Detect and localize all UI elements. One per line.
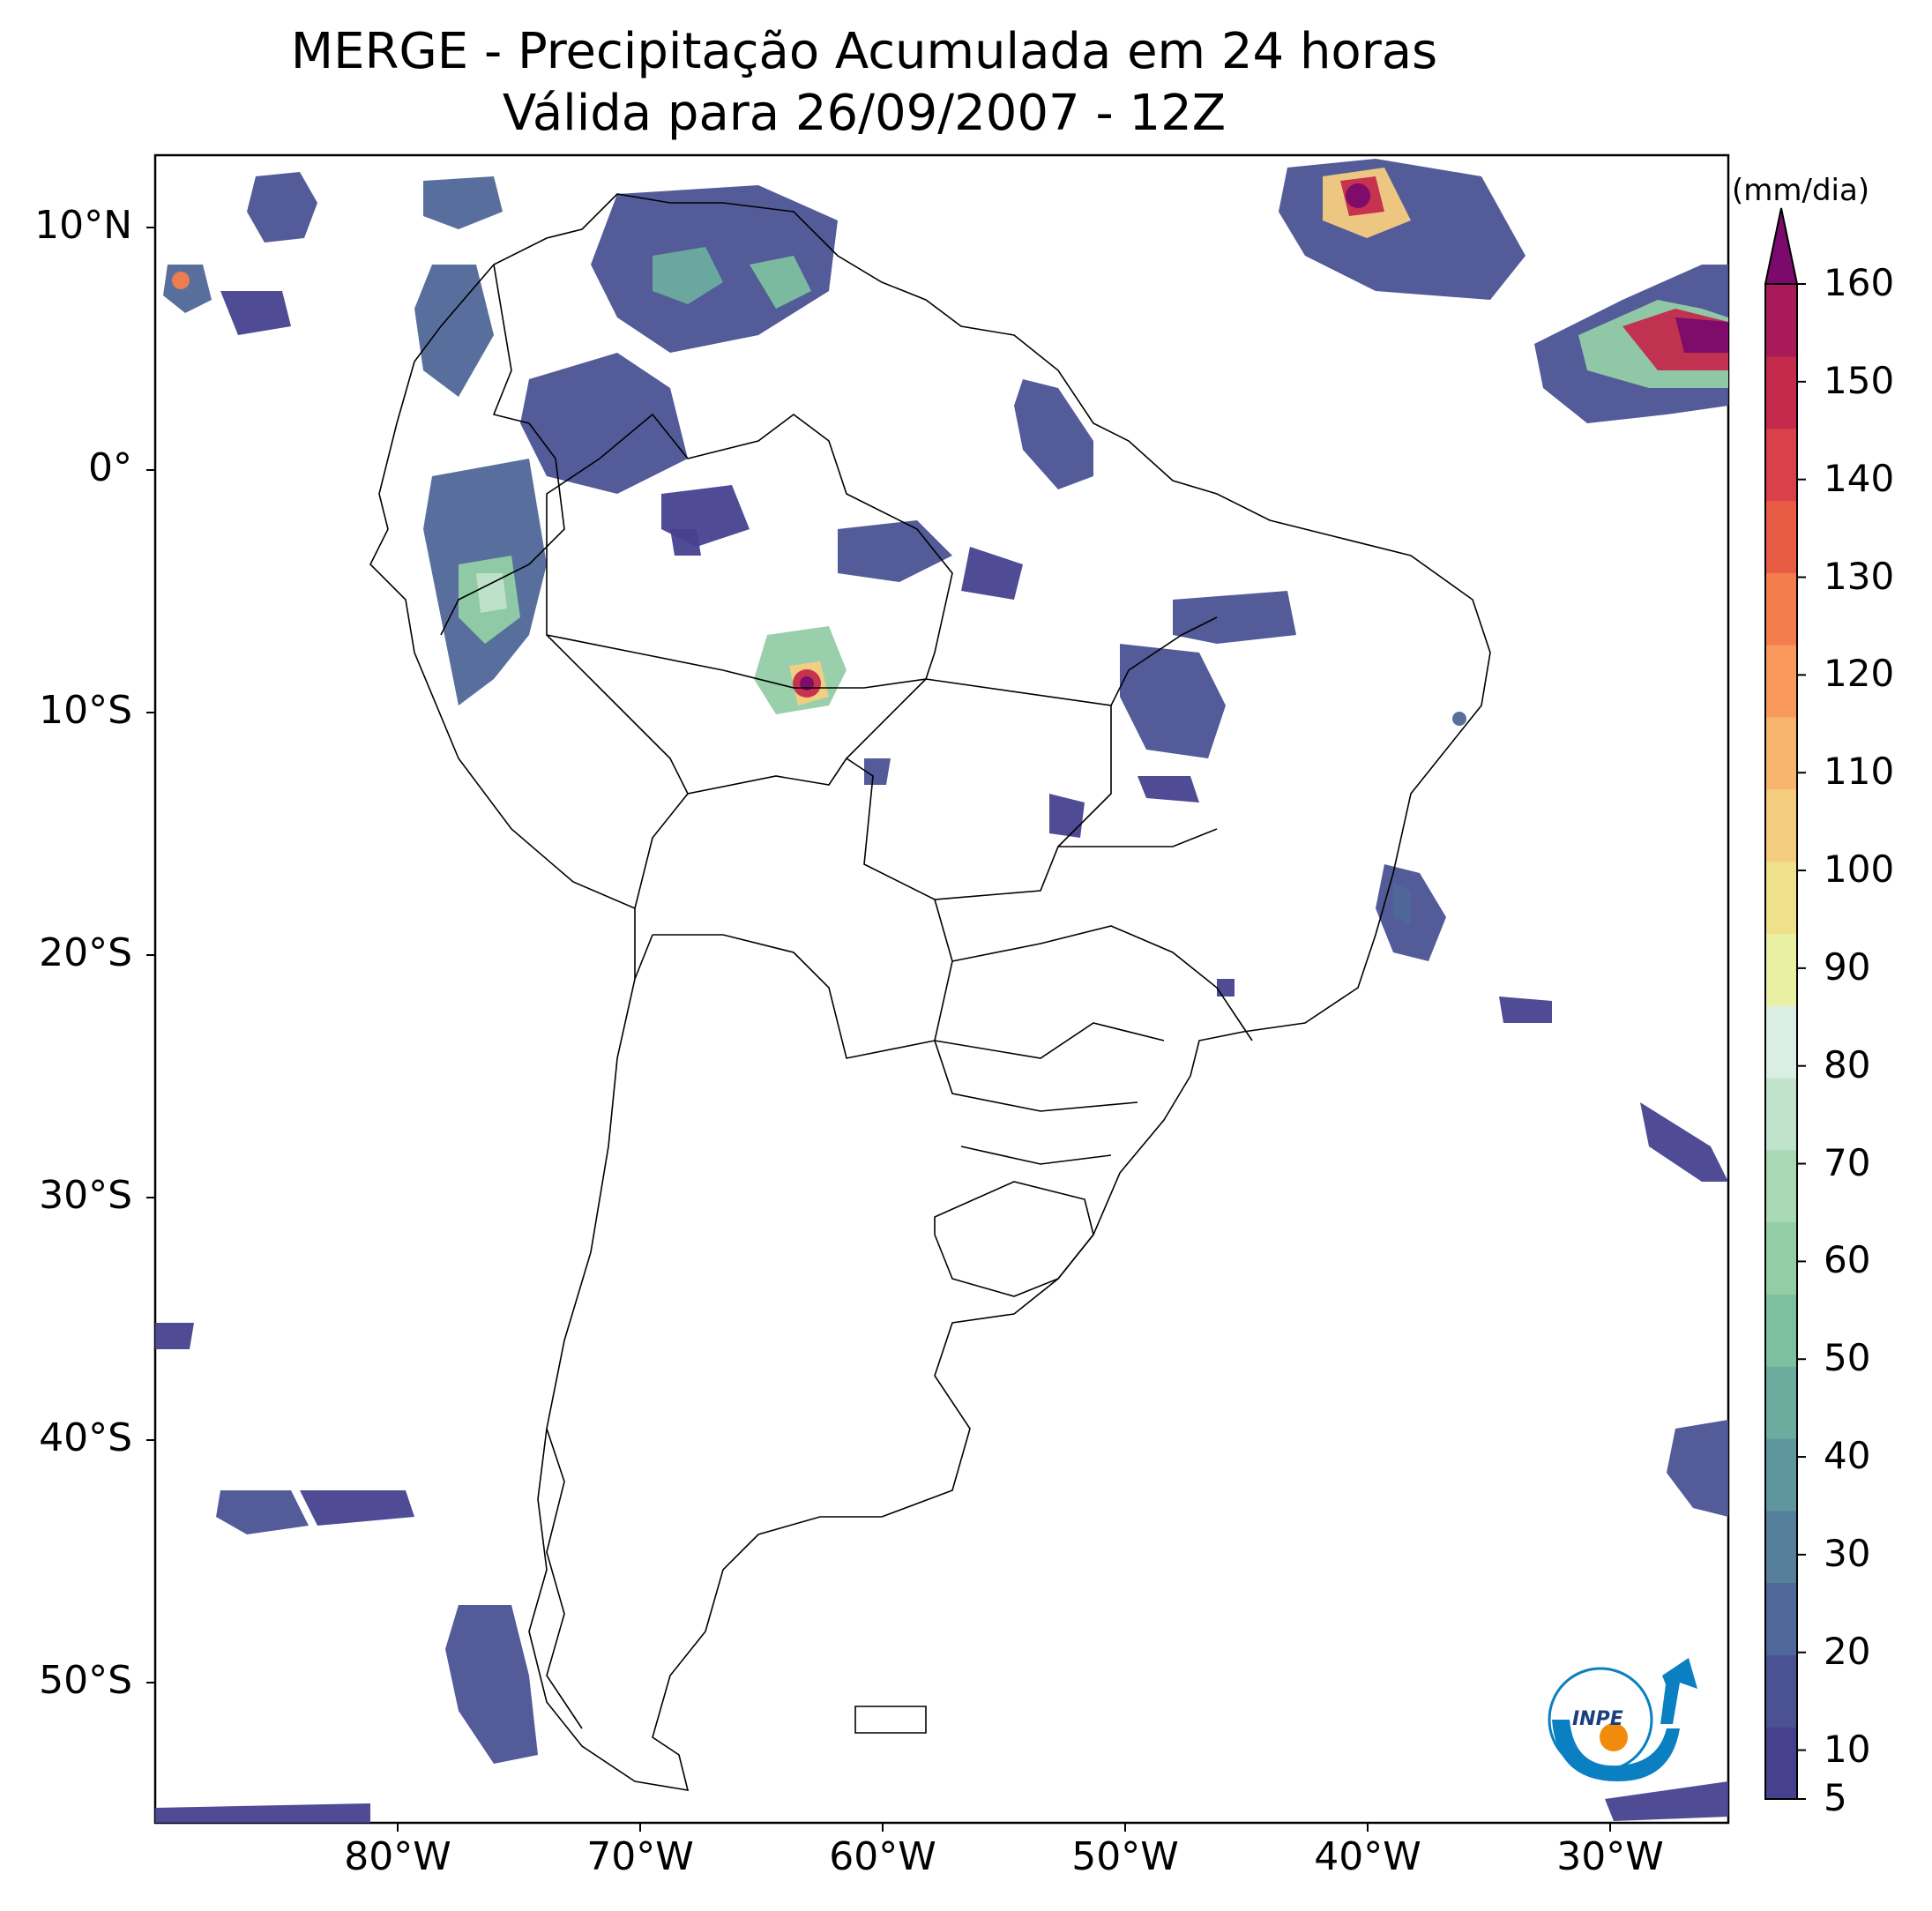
colorbar-unit: (mm/dia): [1732, 173, 1870, 208]
colorbar-segment: [1765, 1149, 1797, 1223]
colorbar-segment: [1765, 428, 1797, 502]
colorbar-segment: [1765, 1366, 1797, 1439]
lat-tick-50s: 50°S: [39, 1658, 132, 1703]
colorbar-tick-label: 5: [1824, 1776, 1847, 1819]
precipitation-field: [155, 159, 1728, 1823]
colorbar-segment: [1765, 716, 1797, 790]
inpe-logo-text: INPE: [1572, 1708, 1623, 1730]
colorbar-tick-label: 150: [1824, 358, 1895, 402]
colorbar-segment: [1765, 1582, 1797, 1655]
colorbar-tick-label: 80: [1824, 1042, 1871, 1086]
lon-tick-80w: 80°W: [344, 1834, 451, 1879]
lon-tick-50w: 50°W: [1071, 1834, 1179, 1879]
colorbar-tick-label: 40: [1824, 1434, 1871, 1478]
colorbar: [1764, 207, 1806, 1800]
colorbar-tick-label: 60: [1824, 1238, 1871, 1282]
colorbar-tick-label: 160: [1824, 261, 1895, 304]
colorbar-tick-label: 20: [1824, 1629, 1871, 1673]
colorbar-tick-label: 90: [1824, 944, 1871, 989]
map-frame: [153, 153, 1730, 1825]
map-title-line1: MERGE - Precipitação Acumulada em 24 hor…: [290, 23, 1438, 80]
uruguay: [934, 1181, 1094, 1297]
state-borders: [845, 616, 1253, 1165]
colorbar-segment: [1765, 1654, 1797, 1728]
colorbar-frame: [1764, 283, 1798, 1800]
colorbar-tick-label: 120: [1824, 652, 1895, 696]
colorbar-segment: [1765, 1077, 1797, 1151]
colorbar-segment: [1765, 1221, 1797, 1295]
lat-tick-0: 0°: [88, 445, 132, 490]
falklands: [854, 1706, 927, 1734]
colorbar-tick-label: 140: [1824, 456, 1895, 500]
colorbar-tick-label: 100: [1824, 847, 1895, 892]
colorbar-segment: [1765, 500, 1797, 573]
colorbar-tick-label: 30: [1824, 1531, 1871, 1575]
colorbar-tick-label: 10: [1824, 1727, 1871, 1771]
colorbar-segment: [1765, 1294, 1797, 1367]
colorbar-segment: [1765, 355, 1797, 429]
colorbar-segment: [1765, 1005, 1797, 1079]
colorbar-extend-arrow: [1764, 207, 1799, 285]
south-america-outline: [369, 193, 1491, 1791]
colorbar-segment: [1765, 1727, 1797, 1800]
lat-tick-20s: 20°S: [39, 930, 132, 975]
lat-tick-10s: 10°S: [39, 688, 132, 733]
chile-coast: [546, 1428, 583, 1729]
lon-tick-60w: 60°W: [829, 1834, 936, 1879]
coastlines-and-borders: [369, 193, 1491, 1791]
colorbar-tick-label: 130: [1824, 554, 1895, 598]
colorbar-segment: [1765, 1510, 1797, 1584]
colorbar-segment: [1765, 284, 1797, 357]
lon-tick-marks: [397, 1823, 1611, 1832]
colorbar-segment: [1765, 572, 1797, 646]
colorbar-segment: [1765, 788, 1797, 862]
brazil-border: [546, 413, 953, 689]
colorbar-segment: [1765, 861, 1797, 934]
colorbar-tick-label: 70: [1824, 1140, 1871, 1184]
andes-borders: [440, 264, 936, 1059]
lat-tick-30s: 30°S: [39, 1173, 132, 1218]
lat-tick-marks: [146, 227, 155, 1683]
colorbar-segment: [1765, 645, 1797, 718]
lat-tick-10n: 10°N: [34, 203, 132, 248]
colorbar-tick-label: 50: [1824, 1336, 1871, 1380]
lon-tick-70w: 70°W: [586, 1834, 694, 1879]
lon-tick-30w: 30°W: [1556, 1834, 1664, 1879]
map-title-line2: Válida para 26/09/2007 - 12Z: [502, 85, 1227, 142]
colorbar-segment: [1765, 933, 1797, 1006]
colorbar-tick-label: 110: [1824, 750, 1895, 794]
lat-tick-40s: 40°S: [39, 1415, 132, 1460]
lon-tick-40w: 40°W: [1314, 1834, 1421, 1879]
colorbar-segment: [1765, 1437, 1797, 1512]
inpe-logo: INPE: [1548, 1658, 1697, 1781]
